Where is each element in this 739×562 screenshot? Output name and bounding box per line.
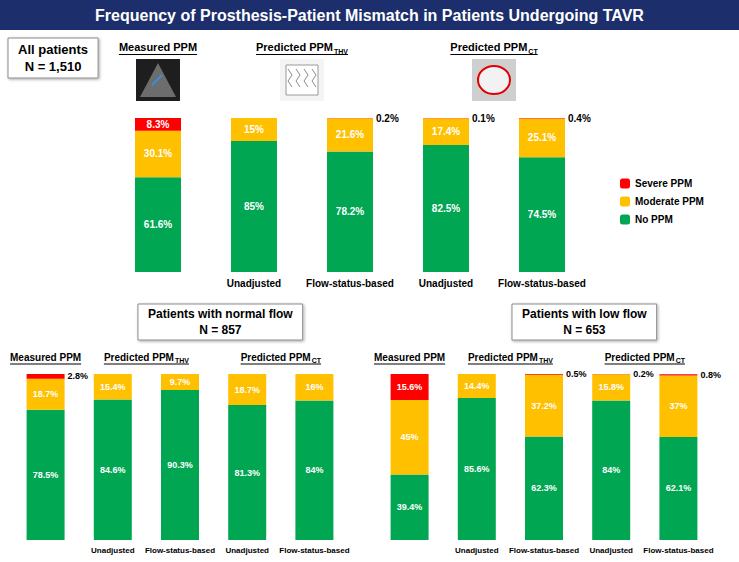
svg-text:15.6%: 15.6% <box>397 382 423 392</box>
svg-text:85.6%: 85.6% <box>464 464 490 474</box>
svg-text:Predicted PPM: Predicted PPM <box>468 352 538 363</box>
svg-text:18.7%: 18.7% <box>33 389 59 399</box>
svg-text:THV: THV <box>334 48 348 55</box>
svg-text:0.4%: 0.4% <box>568 113 591 124</box>
svg-text:Unadjusted: Unadjusted <box>227 278 281 289</box>
svg-text:Unadjusted: Unadjusted <box>91 546 135 555</box>
svg-text:84%: 84% <box>305 465 323 475</box>
svg-text:17.4%: 17.4% <box>432 126 460 137</box>
svg-text:Predicted PPM: Predicted PPM <box>241 352 311 363</box>
svg-text:84.6%: 84.6% <box>100 465 126 475</box>
svg-text:N = 1,510: N = 1,510 <box>25 59 82 74</box>
svg-text:Patients with low flow: Patients with low flow <box>522 307 647 321</box>
svg-text:18.7%: 18.7% <box>234 385 260 395</box>
svg-text:Moderate PPM: Moderate PPM <box>635 196 704 207</box>
svg-text:Unadjusted: Unadjusted <box>589 546 633 555</box>
svg-text:21.6%: 21.6% <box>336 129 364 140</box>
svg-text:61.6%: 61.6% <box>144 219 172 230</box>
svg-text:14.4%: 14.4% <box>464 381 490 391</box>
svg-text:Predicted PPM: Predicted PPM <box>605 352 675 363</box>
svg-text:THV: THV <box>539 357 553 364</box>
svg-text:0.2%: 0.2% <box>376 113 399 124</box>
svg-text:Measured PPM: Measured PPM <box>10 352 81 363</box>
svg-text:N = 857: N = 857 <box>199 323 242 337</box>
svg-text:Predicted PPM: Predicted PPM <box>450 41 527 53</box>
svg-text:Flow-status-based: Flow-status-based <box>643 546 713 555</box>
svg-text:Unadjusted: Unadjusted <box>419 278 473 289</box>
svg-text:Unadjusted: Unadjusted <box>225 546 269 555</box>
svg-text:90.3%: 90.3% <box>167 460 193 470</box>
svg-text:8.3%: 8.3% <box>147 119 170 130</box>
svg-text:Flow-status-based: Flow-status-based <box>498 278 586 289</box>
svg-text:81.3%: 81.3% <box>234 468 260 478</box>
svg-text:Flow-status-based: Flow-status-based <box>279 546 349 555</box>
svg-text:Flow-status-based: Flow-status-based <box>145 546 215 555</box>
svg-text:85%: 85% <box>244 201 264 212</box>
svg-text:84%: 84% <box>602 465 620 475</box>
svg-text:16%: 16% <box>305 382 323 392</box>
svg-text:82.5%: 82.5% <box>432 203 460 214</box>
svg-text:0.2%: 0.2% <box>633 369 654 379</box>
svg-text:0.1%: 0.1% <box>472 113 495 124</box>
svg-text:Predicted PPM: Predicted PPM <box>104 352 174 363</box>
svg-text:39.4%: 39.4% <box>397 502 423 512</box>
svg-text:THV: THV <box>175 357 189 364</box>
svg-text:74.5%: 74.5% <box>528 209 556 220</box>
svg-text:Measured PPM: Measured PPM <box>119 41 197 53</box>
svg-text:CT: CT <box>312 357 322 364</box>
svg-text:CT: CT <box>676 357 686 364</box>
svg-text:0.8%: 0.8% <box>700 370 721 380</box>
svg-text:30.1%: 30.1% <box>144 148 172 159</box>
svg-text:Unadjusted: Unadjusted <box>455 546 499 555</box>
svg-text:No PPM: No PPM <box>635 214 673 225</box>
svg-text:0.5%: 0.5% <box>566 369 587 379</box>
svg-text:9.7%: 9.7% <box>170 377 191 387</box>
svg-text:All patients: All patients <box>18 42 88 57</box>
svg-text:37.2%: 37.2% <box>531 401 557 411</box>
svg-text:Patients with normal flow: Patients with normal flow <box>148 307 293 321</box>
svg-text:Flow-status-based: Flow-status-based <box>509 546 579 555</box>
svg-text:62.1%: 62.1% <box>666 483 692 493</box>
svg-text:Flow-status-based: Flow-status-based <box>306 278 394 289</box>
svg-text:45%: 45% <box>401 432 419 442</box>
svg-text:Measured PPM: Measured PPM <box>374 352 445 363</box>
svg-text:78.2%: 78.2% <box>336 206 364 217</box>
svg-text:15.8%: 15.8% <box>598 382 624 392</box>
svg-text:78.5%: 78.5% <box>33 470 59 480</box>
svg-text:Severe PPM: Severe PPM <box>635 178 692 189</box>
svg-text:Predicted PPM: Predicted PPM <box>256 41 333 53</box>
svg-text:N = 653: N = 653 <box>563 323 606 337</box>
svg-text:15.4%: 15.4% <box>100 382 126 392</box>
svg-text:62.3%: 62.3% <box>531 483 557 493</box>
svg-text:37%: 37% <box>669 401 687 411</box>
svg-text:15%: 15% <box>244 124 264 135</box>
svg-text:Frequency of Prosthesis-Patien: Frequency of Prosthesis-Patient Mismatch… <box>95 7 644 24</box>
svg-text:CT: CT <box>528 48 538 55</box>
svg-text:25.1%: 25.1% <box>528 132 556 143</box>
svg-text:2.8%: 2.8% <box>68 371 89 381</box>
